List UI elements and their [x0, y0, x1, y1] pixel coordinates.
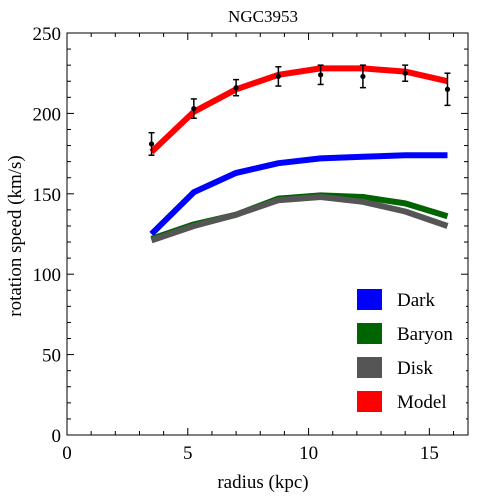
data-point	[318, 72, 324, 78]
data-point	[148, 141, 155, 147]
y-tick-label: 50	[42, 346, 61, 367]
data-point	[402, 70, 408, 76]
legend-swatch-model	[357, 391, 382, 412]
y-tick-label: 100	[33, 265, 62, 286]
chart-title: NGC3953	[228, 7, 298, 26]
data-point	[360, 73, 366, 80]
y-tick-label: 250	[33, 24, 62, 45]
series-line-baryon	[150, 192, 449, 242]
series-line-dark	[149, 152, 448, 237]
y-tick-label: 150	[33, 185, 62, 206]
legend-swatch-disk	[357, 357, 382, 378]
legend-label-dark: Dark	[397, 290, 435, 311]
y-tick-label: 0	[52, 426, 62, 447]
x-tick-label: 15	[420, 443, 439, 464]
x-tick-label: 10	[299, 443, 318, 464]
legend-label-model: Model	[397, 392, 447, 413]
data-point	[275, 73, 281, 80]
x-axis-label: radius (kpc)	[217, 472, 308, 493]
y-axis-label: rotation speed (km/s)	[5, 155, 26, 316]
series-line-disk	[150, 194, 449, 244]
data-point	[191, 105, 197, 112]
legend-label-baryon: Baryon	[397, 324, 453, 345]
legend-swatch-baryon	[357, 323, 382, 344]
y-tick-label: 200	[33, 104, 62, 125]
legend-label-disk: Disk	[397, 358, 433, 379]
legend-swatch-dark	[357, 289, 382, 310]
data-point	[444, 86, 451, 92]
plot-frame	[66, 32, 469, 436]
x-tick-label: 5	[183, 443, 193, 464]
data-point	[233, 85, 239, 91]
x-tick-label: 0	[62, 443, 72, 464]
series-line-model	[149, 65, 449, 155]
